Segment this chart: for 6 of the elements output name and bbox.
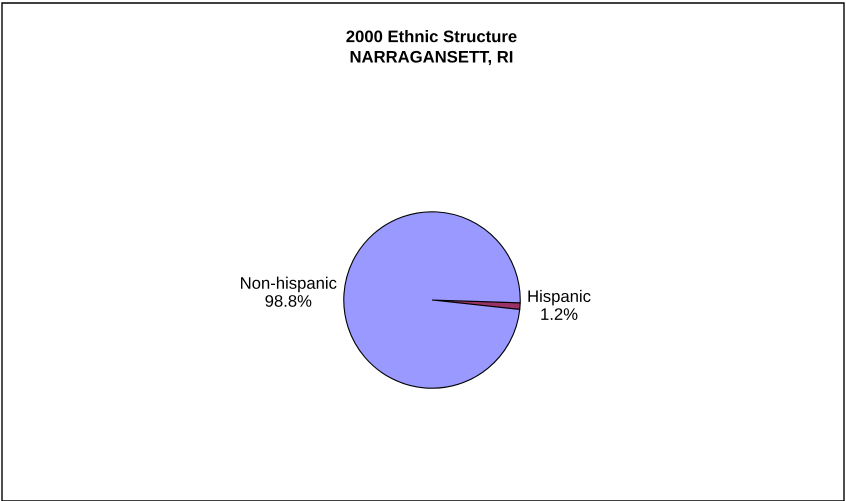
data-label: 1.2% [541, 308, 578, 320]
chart-title: 2000 Ethnic Structure NARRAGANSETT, RI [346, 30, 517, 66]
data-label: 98.8% [265, 295, 312, 307]
pie-slice [343, 211, 521, 389]
slice-label: Non-hispanic [241, 276, 336, 292]
slice-label: Hispanic [528, 290, 591, 306]
